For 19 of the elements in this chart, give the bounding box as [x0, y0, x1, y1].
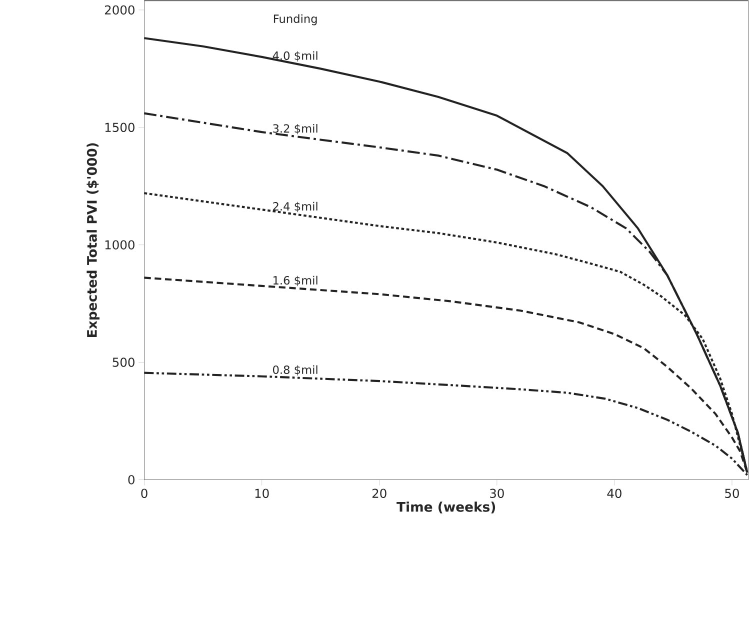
series-label: 3.2 $mil [273, 124, 318, 134]
x-tick-label: 40 [607, 488, 622, 498]
y-tick-label: 500 [112, 357, 134, 367]
y-tick-label: 2000 [104, 5, 134, 14]
x-tick-label: 20 [372, 488, 386, 498]
y-tick-label: 1000 [105, 240, 134, 250]
x-axis-title: Time (weeks) [396, 501, 496, 514]
series-label: 2.4 $mil [273, 202, 318, 212]
y-tick-label: 0 [128, 474, 134, 484]
x-tick-label: 0 [141, 488, 148, 498]
x-tick-label: 50 [725, 488, 739, 498]
y-axis-title: Expected Total PVI ($'000) [86, 143, 100, 337]
x-tick-label: 10 [255, 488, 269, 498]
series-label: 0.8 $mil [273, 365, 318, 376]
series-label: 1.6 $mil [274, 276, 318, 286]
y-tick-label: 1500 [105, 122, 134, 132]
series-label: 4.0 $mil [272, 50, 318, 62]
legend-title: Funding [274, 14, 317, 26]
x-tick-label: 30 [490, 488, 504, 498]
